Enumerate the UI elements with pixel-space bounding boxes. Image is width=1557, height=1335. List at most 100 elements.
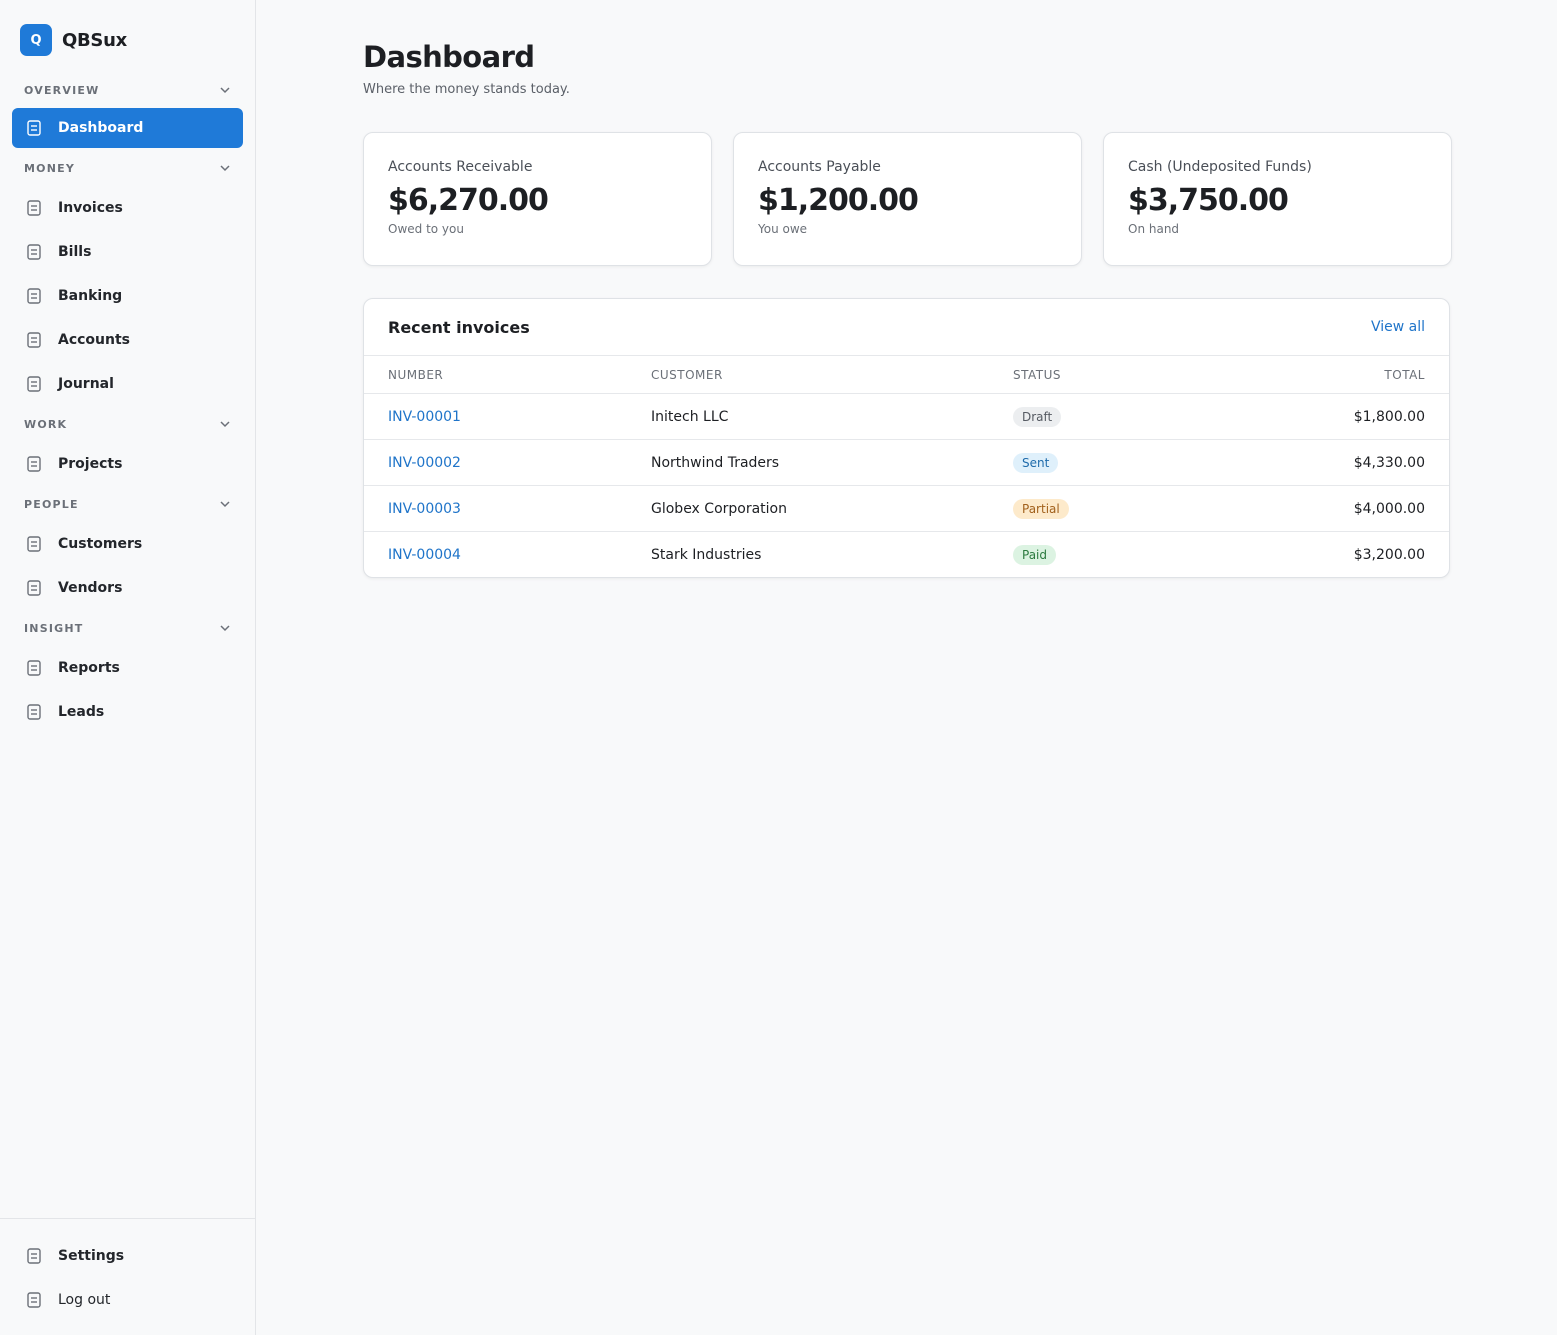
nav-label: Banking	[58, 288, 123, 304]
table-row[interactable]: INV-00002 Northwind Traders Sent $4,330.00	[364, 439, 1449, 485]
icon	[27, 456, 41, 472]
card-amount: $6,270.00	[388, 183, 549, 218]
view-all-link[interactable]: View all	[1370, 319, 1425, 335]
nav-label: Reports	[58, 660, 120, 676]
nav-item[interactable]: Vendors	[12, 566, 243, 610]
nav-item[interactable]: Banking	[12, 274, 243, 318]
sidebar-footer: Settings Log out	[0, 1218, 255, 1322]
invoice-link[interactable]: INV-00003	[388, 500, 461, 517]
nav-label: Leads	[58, 704, 105, 720]
nav-item[interactable]: Projects	[12, 442, 243, 486]
column-header: TOTAL	[1384, 367, 1425, 382]
chevron[interactable]	[219, 418, 231, 430]
cell: $4,000.00	[1353, 500, 1425, 517]
nav-label: Settings	[58, 1248, 125, 1264]
nav-item[interactable]: Log out	[12, 1278, 243, 1322]
summary-card: Accounts Payable $1,200.00 You owe	[733, 132, 1082, 266]
chevron[interactable]	[219, 622, 231, 634]
icon	[27, 332, 41, 348]
section-title: INSIGHT	[24, 621, 84, 635]
chevron[interactable]	[219, 498, 231, 510]
nav-label: Customers	[58, 536, 143, 552]
cell: $4,330.00	[1353, 454, 1425, 471]
cell: Globex Corporation	[651, 500, 787, 517]
table-row[interactable]: INV-00001 Initech LLC Draft $1,800.00	[364, 393, 1449, 439]
card-amount: $1,200.00	[758, 183, 919, 218]
cell: Northwind Traders	[651, 454, 780, 471]
icon	[27, 580, 41, 596]
cell: $1,800.00	[1353, 408, 1425, 425]
chevron[interactable]	[219, 162, 231, 174]
cell: $3,200.00	[1353, 546, 1425, 563]
nav-label: Projects	[58, 456, 123, 472]
table: NUMBER CUSTOMER STATUS TOTAL INV-00001 Initec…	[364, 356, 1449, 577]
nav-label: Log out	[58, 1292, 111, 1308]
card-note: Owed to you	[388, 222, 464, 236]
table-head-row: NUMBER CUSTOMER STATUS TOTAL	[364, 356, 1449, 393]
page-title: Dashboard	[363, 40, 535, 74]
invoice-link[interactable]: INV-00004	[388, 546, 461, 563]
cell: Initech LLC	[651, 408, 729, 425]
section-header[interactable]: PEOPLE	[12, 486, 243, 522]
nav-item[interactable]: Invoices	[12, 186, 243, 230]
nav-item[interactable]: Dashboard	[12, 108, 243, 148]
icon	[27, 120, 41, 136]
chevron[interactable]	[219, 84, 231, 96]
nav-label: Accounts	[58, 332, 131, 348]
icon	[27, 536, 41, 552]
nav-item[interactable]: Settings	[12, 1234, 243, 1278]
nav-item[interactable]: Accounts	[12, 318, 243, 362]
page-subtitle: Where the money stands today.	[363, 82, 570, 97]
nav-item[interactable]: Customers	[12, 522, 243, 566]
summary-card: Cash (Undeposited Funds) $3,750.00 On hand	[1103, 132, 1452, 266]
table-title: Recent invoices	[388, 317, 530, 337]
section-title: PEOPLE	[24, 497, 79, 511]
invoice-link[interactable]: INV-00002	[388, 454, 461, 471]
cell: Paid	[1013, 544, 1213, 565]
status-badge: Sent	[1013, 452, 1059, 473]
icon	[27, 1292, 41, 1308]
section-header[interactable]: MONEY	[12, 150, 243, 186]
nav: OVERVIEW Dashboard MONEY Invoices Bills Banki…	[12, 72, 243, 734]
card-label: Accounts Payable	[758, 159, 881, 175]
nav-label: Journal	[58, 376, 114, 392]
section-header[interactable]: OVERVIEW	[12, 72, 243, 108]
nav-label: Vendors	[58, 580, 123, 596]
status-badge: Partial	[1013, 498, 1069, 519]
cell: Partial	[1013, 498, 1213, 519]
brand[interactable]: Q QBSux	[20, 24, 127, 56]
status-badge: Draft	[1013, 406, 1062, 427]
cell: Stark Industries	[651, 546, 762, 563]
section-header[interactable]: WORK	[12, 406, 243, 442]
icon	[27, 704, 41, 720]
card-amount: $3,750.00	[1128, 183, 1289, 218]
brand-name: QBSux	[62, 29, 127, 51]
summary-cards: Accounts Receivable $6,270.00 Owed to you A…	[363, 132, 1452, 266]
cell: Sent	[1013, 452, 1213, 473]
logo: Q	[20, 24, 52, 56]
card-label: Cash (Undeposited Funds)	[1128, 159, 1312, 175]
icon	[27, 660, 41, 676]
icon	[27, 288, 41, 304]
nav-item[interactable]: Reports	[12, 646, 243, 690]
column-header: CUSTOMER	[651, 367, 723, 382]
nav-item[interactable]: Journal	[12, 362, 243, 406]
invoice-link[interactable]: INV-00001	[388, 408, 461, 425]
nav-item[interactable]: Bills	[12, 230, 243, 274]
table-row[interactable]: INV-00004 Stark Industries Paid $3,200.00	[364, 531, 1449, 577]
section-header[interactable]: INSIGHT	[12, 610, 243, 646]
summary-card: Accounts Receivable $6,270.00 Owed to you	[363, 132, 712, 266]
table-header: Recent invoices View all	[364, 299, 1449, 356]
card-label: Accounts Receivable	[388, 159, 533, 175]
icon	[27, 200, 41, 216]
table-row[interactable]: INV-00003 Globex Corporation Partial $4,000…	[364, 485, 1449, 531]
nav-label: Invoices	[58, 200, 123, 216]
section-title: OVERVIEW	[24, 83, 100, 97]
nav-label: Bills	[58, 244, 92, 260]
column-header: NUMBER	[388, 367, 444, 382]
nav-item[interactable]: Leads	[12, 690, 243, 734]
status-badge: Paid	[1013, 544, 1057, 565]
card-note: On hand	[1128, 222, 1180, 236]
